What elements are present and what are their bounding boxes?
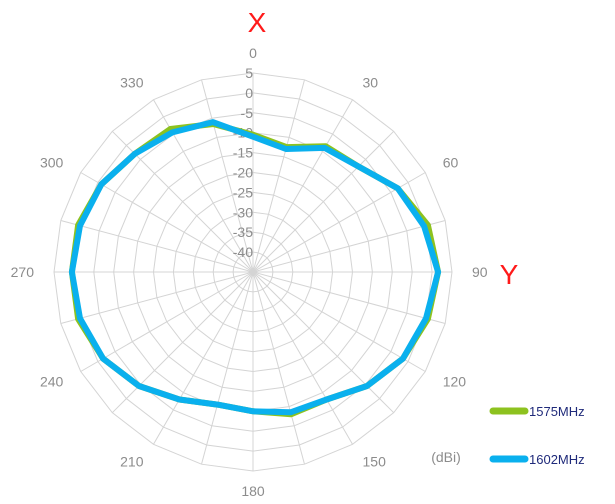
- angle-tick-label: 150: [363, 454, 387, 470]
- legend-label: 1602MHz: [529, 452, 585, 467]
- angle-tick-label: 210: [120, 454, 144, 470]
- legend-label: 1575MHz: [529, 404, 585, 419]
- angle-tick-label: 0: [249, 45, 257, 61]
- grid-spoke: [252, 271, 426, 372]
- radial-tick-label: 0: [245, 85, 253, 101]
- angle-tick-label: 30: [363, 74, 379, 90]
- grid-spoke: [80, 172, 254, 273]
- grid-spoke: [252, 271, 305, 465]
- polar-grid: [53, 72, 453, 472]
- grid-spoke: [201, 271, 254, 465]
- grid-spoke: [111, 271, 254, 414]
- grid-spoke: [252, 130, 395, 273]
- grid-spoke: [252, 271, 446, 324]
- grid-spoke: [252, 79, 305, 273]
- grid-spoke: [252, 271, 395, 414]
- radial-tick-label: -20: [233, 165, 253, 181]
- angle-tick-label: 120: [443, 374, 467, 390]
- angle-tick-label: 60: [443, 155, 459, 171]
- grid-spoke: [252, 220, 446, 273]
- radial-tick-label: -35: [233, 224, 253, 240]
- radial-tick-label: -15: [233, 145, 253, 161]
- angle-tick-label: 180: [241, 483, 265, 499]
- grid-spoke: [252, 271, 353, 445]
- x-axis-letter: X: [248, 7, 267, 38]
- radial-tick-label: -5: [241, 105, 254, 121]
- series-lines: [68, 119, 442, 418]
- angle-tick-label: 90: [472, 264, 488, 280]
- radial-tick-label: -40: [233, 244, 253, 260]
- grid-spoke: [80, 271, 254, 372]
- grid-spoke: [252, 99, 353, 273]
- radial-tick-label: -25: [233, 184, 253, 200]
- unit-label: (dBi): [431, 449, 461, 465]
- series-line-1602mhz: [68, 119, 442, 416]
- radial-tick-label: 5: [245, 65, 253, 81]
- angle-tick-label: 270: [11, 264, 35, 280]
- legend: 1575MHz 1602MHz: [489, 404, 585, 467]
- radial-tick-label: -30: [233, 204, 253, 220]
- grid-spoke: [153, 271, 254, 445]
- angle-tick-label: 240: [40, 374, 64, 390]
- angle-tick-label: 300: [40, 155, 64, 171]
- y-axis-letter: Y: [500, 259, 519, 290]
- grid-spoke: [60, 220, 254, 273]
- grid-spoke: [201, 79, 254, 273]
- angle-tick-labels: 0 30 60 90 120 150 180 210 240 270 300 330: [11, 45, 488, 499]
- grid-spoke: [60, 271, 254, 324]
- angle-tick-label: 330: [120, 74, 144, 90]
